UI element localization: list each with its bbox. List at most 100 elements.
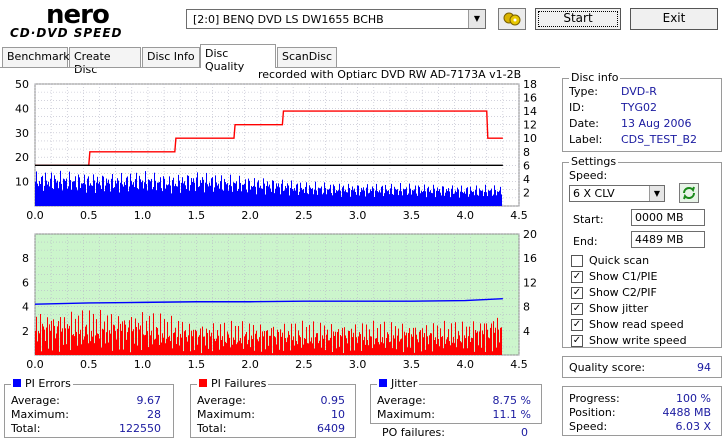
pie-bar: [225, 182, 226, 206]
pie-average-value: 9.67: [136, 394, 162, 407]
pif-bar: [313, 321, 314, 355]
pie-bar: [383, 196, 384, 206]
pie-bar: [263, 178, 264, 206]
pif-bar: [328, 340, 329, 355]
pif-bar: [234, 339, 235, 355]
tab-create-disc[interactable]: Create Disc: [69, 47, 141, 76]
refresh-speed-button[interactable]: [679, 183, 699, 203]
pie-bar: [239, 175, 240, 206]
pie-bar: [305, 186, 306, 206]
exit-button[interactable]: Exit: [630, 8, 718, 30]
pif-bar: [256, 330, 257, 355]
pie-bar: [90, 183, 91, 206]
pif-bar: [348, 330, 349, 355]
drive-select[interactable]: [2:0] BENQ DVD LS DW1655 BCHB ▼: [186, 9, 486, 29]
pie-bar: [405, 189, 406, 206]
pie-bar: [175, 183, 176, 206]
pif-bar: [69, 325, 70, 355]
pif-bar: [183, 351, 184, 355]
pie-bar: [54, 175, 55, 206]
pi-errors-stats: PI Errors Average: 9.67 Maximum: 28 Tota…: [4, 377, 174, 438]
pif-bar: [475, 330, 476, 355]
pif-bar: [188, 335, 189, 355]
settings-title: Settings: [569, 155, 619, 168]
checkbox-label: Show jitter: [589, 302, 649, 315]
tab-disc-info[interactable]: Disc Info: [142, 47, 200, 67]
pif-bar: [95, 335, 96, 355]
pif-bar: [162, 333, 163, 355]
pif-bar: [253, 324, 254, 355]
checkbox-show-c1-pie[interactable]: ✓: [571, 271, 583, 283]
pif-bar: [109, 330, 110, 355]
pie-bar: [295, 190, 296, 206]
pif-bar: [461, 342, 462, 355]
pif-bar: [329, 340, 330, 355]
pie-bar: [70, 180, 71, 206]
pif-bar: [362, 323, 363, 355]
pie-bar: [240, 182, 241, 206]
pif-bar: [472, 338, 473, 355]
pif-bar: [136, 326, 137, 355]
pie-bar: [268, 186, 269, 206]
tab-disc-quality[interactable]: Disc Quality: [200, 44, 276, 73]
pie-bar: [216, 182, 217, 206]
pif-bar: [216, 338, 217, 355]
checkbox-show-read-speed[interactable]: ✓: [571, 319, 583, 331]
pif-bar: [388, 334, 389, 355]
pif-bar: [281, 336, 282, 355]
pie-bar: [116, 183, 117, 206]
pie-bar: [302, 190, 303, 206]
logo-subtitle-text: CD·DVD SPEED: [10, 26, 123, 40]
pif-bar: [439, 346, 440, 355]
pie-bar: [117, 178, 118, 206]
start-button[interactable]: Start: [535, 8, 621, 30]
pie-bar: [254, 178, 255, 206]
drive-swap-button[interactable]: [498, 8, 526, 30]
pie-bar: [447, 191, 448, 206]
tab-benchmark[interactable]: Benchmark: [2, 47, 70, 67]
tab-scandisc[interactable]: ScanDisc: [277, 47, 337, 67]
pie-bar: [92, 185, 93, 206]
pie-bar: [340, 190, 341, 206]
position-value: 4488 MB: [662, 406, 711, 419]
pif-bar: [309, 325, 310, 355]
pie-bar: [337, 191, 338, 206]
start-mb-input[interactable]: 0000 MB: [631, 209, 705, 226]
pif-bar: [396, 349, 397, 355]
pie-bar: [41, 176, 42, 206]
pif-bar: [339, 346, 340, 355]
pie-bar: [292, 189, 293, 206]
pie-bar: [363, 187, 364, 206]
pie-bar: [78, 174, 79, 206]
pif-bar: [84, 336, 85, 355]
chevron-down-icon[interactable]: ▼: [649, 186, 664, 201]
pif-bar: [404, 331, 405, 355]
pif-bar: [389, 342, 390, 355]
pie-bar: [46, 180, 47, 206]
pie-bar: [101, 188, 102, 206]
pie-bar: [296, 184, 297, 206]
pif-bar: [306, 326, 307, 355]
checkbox-show-c2-pif[interactable]: ✓: [571, 287, 583, 299]
pi-failures-title-wrap: PI Failures: [197, 377, 269, 390]
checkbox-quick-scan[interactable]: [571, 255, 583, 267]
checkbox-label: Show write speed: [589, 334, 687, 347]
pif-bar: [218, 335, 219, 355]
chevron-down-icon[interactable]: ▼: [468, 10, 485, 28]
pif-bar: [199, 335, 200, 355]
pie-bar: [454, 193, 455, 206]
pie-bar: [304, 192, 305, 206]
pie-bar: [283, 190, 284, 206]
pif-bar: [467, 348, 468, 355]
pif-bar: [159, 344, 160, 355]
end-mb-input[interactable]: 4489 MB: [631, 231, 705, 248]
pie-bar: [413, 190, 414, 206]
speed-select[interactable]: 6 X CLV ▼: [569, 185, 665, 202]
pif-bar: [479, 331, 480, 355]
pie-bar: [196, 177, 197, 206]
pie-bar: [400, 183, 401, 206]
y2-tick-label: 8: [523, 146, 530, 159]
checkbox-show-jitter[interactable]: ✓: [571, 303, 583, 315]
checkbox-show-write-speed[interactable]: ✓: [571, 335, 583, 347]
pie-bar: [488, 190, 489, 206]
